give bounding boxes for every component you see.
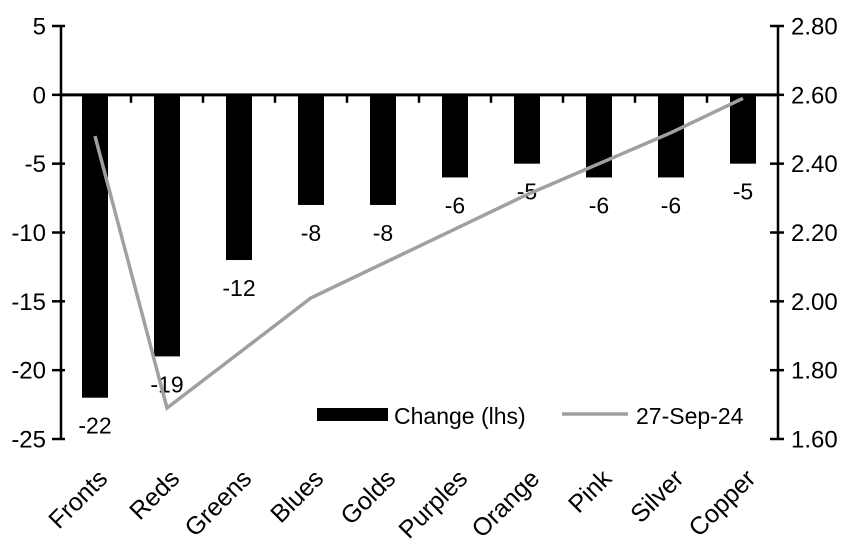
bar-value-label: -5 <box>733 179 753 205</box>
y-axis-right-label: 1.80 <box>791 358 838 385</box>
category-label-golds: Golds <box>335 464 401 530</box>
y-axis-left-label: -20 <box>11 358 46 385</box>
legend-label-27-sep-24: 27-Sep-24 <box>636 403 744 429</box>
bar-greens <box>226 94 252 261</box>
legend-swatch-change-lhs- <box>317 408 388 421</box>
y-axis-right-label: 2.20 <box>791 220 838 247</box>
y-axis-right-label: 2.60 <box>791 82 838 109</box>
y-axis-right-label: 1.60 <box>791 427 838 454</box>
y-axis-left-label: 5 <box>33 14 46 41</box>
bar-orange <box>514 94 540 164</box>
bar-value-label: -6 <box>661 192 681 218</box>
y-axis-left-label: -10 <box>11 220 46 247</box>
category-label-fronts: Fronts <box>43 464 113 534</box>
category-label-silver: Silver <box>625 464 689 528</box>
y-axis-right-label: 2.00 <box>791 289 838 316</box>
bar-value-label: -6 <box>589 192 609 218</box>
bar-fronts <box>82 94 108 398</box>
bar-blues <box>298 94 324 205</box>
legend-label-change-lhs-: Change (lhs) <box>394 403 526 429</box>
y-axis-left-label: 0 <box>33 82 46 109</box>
y-axis-left-label: -5 <box>25 151 46 178</box>
y-axis-right-label: 2.40 <box>791 151 838 178</box>
bar-value-label: -8 <box>373 220 393 246</box>
category-label-blues: Blues <box>265 464 329 528</box>
bar-value-label: -8 <box>301 220 321 246</box>
category-label-purples: Purples <box>394 464 474 544</box>
bar-copper <box>730 94 756 164</box>
category-label-reds: Reds <box>124 464 185 525</box>
bar-reds <box>154 94 180 357</box>
bar-value-label: -12 <box>222 275 255 301</box>
bar-golds <box>370 94 396 205</box>
category-label-orange: Orange <box>466 464 545 543</box>
category-label-copper: Copper <box>683 464 761 542</box>
y-axis-left-label: -25 <box>11 427 46 454</box>
bar-value-label: -22 <box>78 413 111 439</box>
series-line <box>93 96 744 411</box>
y-axis-left-label: -15 <box>11 289 46 316</box>
bar-purples <box>442 94 468 178</box>
bar-value-label: -19 <box>150 371 183 397</box>
category-label-pink: Pink <box>563 464 618 519</box>
bar-value-label: -6 <box>445 192 465 218</box>
category-label-greens: Greens <box>179 464 257 542</box>
y-axis-right-label: 2.80 <box>791 14 838 41</box>
